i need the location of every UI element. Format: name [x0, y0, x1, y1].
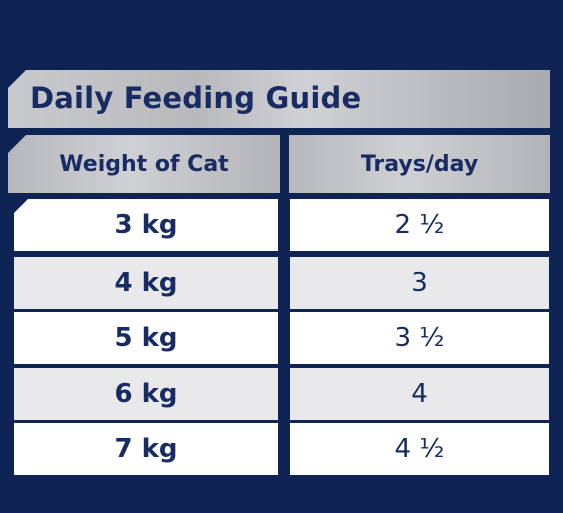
- table-cell-trays: 2 ½: [290, 199, 549, 251]
- table-cell-weight: 5 kg: [14, 312, 278, 364]
- table-cell-weight: 6 kg: [14, 368, 278, 420]
- table-cell-trays: 3: [290, 257, 549, 309]
- table-cell-trays: 4 ½: [290, 423, 549, 475]
- column-header-trays: Trays/day: [289, 135, 550, 193]
- table-cell-trays: 3 ½: [290, 312, 549, 364]
- title-banner: [8, 70, 550, 128]
- column-header-weight: Weight of Cat: [8, 135, 280, 193]
- table-cell-trays: 4: [290, 368, 549, 420]
- table-cell-weight: 4 kg: [14, 257, 278, 309]
- page-title: Daily Feeding Guide: [30, 81, 362, 115]
- table-cell-weight: 3 kg: [14, 199, 278, 251]
- table-cell-weight: 7 kg: [14, 423, 278, 475]
